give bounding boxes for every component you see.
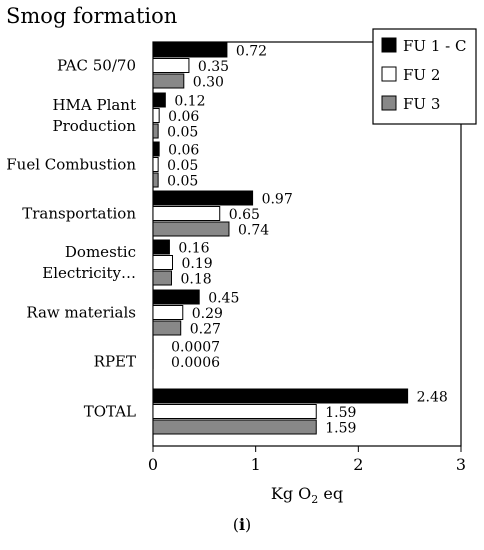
category-label: Production	[53, 117, 137, 135]
bar	[152, 73, 185, 89]
data-label: 0.29	[192, 306, 223, 322]
bar	[152, 92, 166, 108]
bar	[152, 172, 159, 188]
data-label: 0.65	[229, 207, 260, 223]
bar	[152, 305, 184, 320]
category-label: Raw materials	[26, 303, 136, 321]
legend-swatch	[381, 66, 397, 82]
bar	[152, 419, 317, 435]
category-label: TOTAL	[84, 402, 136, 420]
legend-swatch	[381, 37, 397, 53]
data-label: 0.06	[168, 109, 199, 125]
x-tick-label: 3	[456, 455, 466, 474]
data-label: 0.27	[190, 322, 221, 338]
bar	[152, 289, 200, 305]
data-label: 0.12	[174, 94, 205, 110]
bar	[152, 404, 317, 419]
data-label: 0.05	[167, 158, 198, 174]
x-tick-label: 2	[353, 455, 363, 474]
data-label: 0.0007	[171, 340, 220, 356]
bar	[152, 388, 409, 404]
bar	[152, 221, 230, 237]
data-label: 0.06	[168, 143, 199, 159]
bar	[152, 270, 172, 286]
data-label: 0.35	[198, 59, 229, 75]
x-tick-label: 1	[251, 455, 261, 474]
data-label: 0.97	[262, 192, 293, 208]
data-label: 0.72	[236, 44, 267, 60]
data-label: 1.59	[325, 405, 356, 421]
bar	[152, 239, 170, 255]
data-label: 0.18	[180, 272, 211, 288]
x-tick-label: 0	[148, 455, 158, 474]
data-label: 1.59	[325, 421, 356, 437]
data-label: 0.05	[167, 125, 198, 141]
category-label: Domestic	[65, 243, 136, 261]
chart-title: Smog formation	[6, 4, 178, 28]
data-label: 2.48	[417, 390, 448, 406]
category-label: Transportation	[22, 204, 136, 222]
bar	[152, 108, 160, 123]
bar	[152, 157, 159, 172]
x-axis-label: Kg O2 eq	[271, 484, 343, 506]
bar	[152, 123, 159, 139]
category-label: PAC 50/70	[57, 56, 136, 74]
data-label: 0.45	[208, 291, 239, 307]
bar	[152, 320, 182, 336]
legend-label: FU 1 - C	[403, 37, 466, 55]
legend-swatch	[381, 95, 397, 111]
data-label: 0.0006	[171, 355, 220, 371]
bar	[152, 58, 190, 73]
category-label: Electricity…	[42, 264, 136, 282]
category-label: RPET	[94, 352, 136, 370]
data-label: 0.30	[193, 75, 224, 91]
data-label: 0.16	[178, 241, 209, 257]
bar	[152, 206, 221, 221]
bar	[152, 190, 254, 206]
bar	[152, 141, 160, 157]
bar	[152, 42, 228, 58]
bar	[152, 255, 174, 270]
legend-label: FU 3	[403, 95, 440, 113]
data-label: 0.74	[238, 223, 269, 239]
panel-label: (i)	[232, 515, 252, 534]
legend-label: FU 2	[403, 66, 440, 84]
data-label: 0.05	[167, 174, 198, 190]
category-label: Fuel Combustion	[6, 155, 136, 173]
category-label: HMA Plant	[52, 96, 136, 114]
data-label: 0.19	[182, 256, 213, 272]
